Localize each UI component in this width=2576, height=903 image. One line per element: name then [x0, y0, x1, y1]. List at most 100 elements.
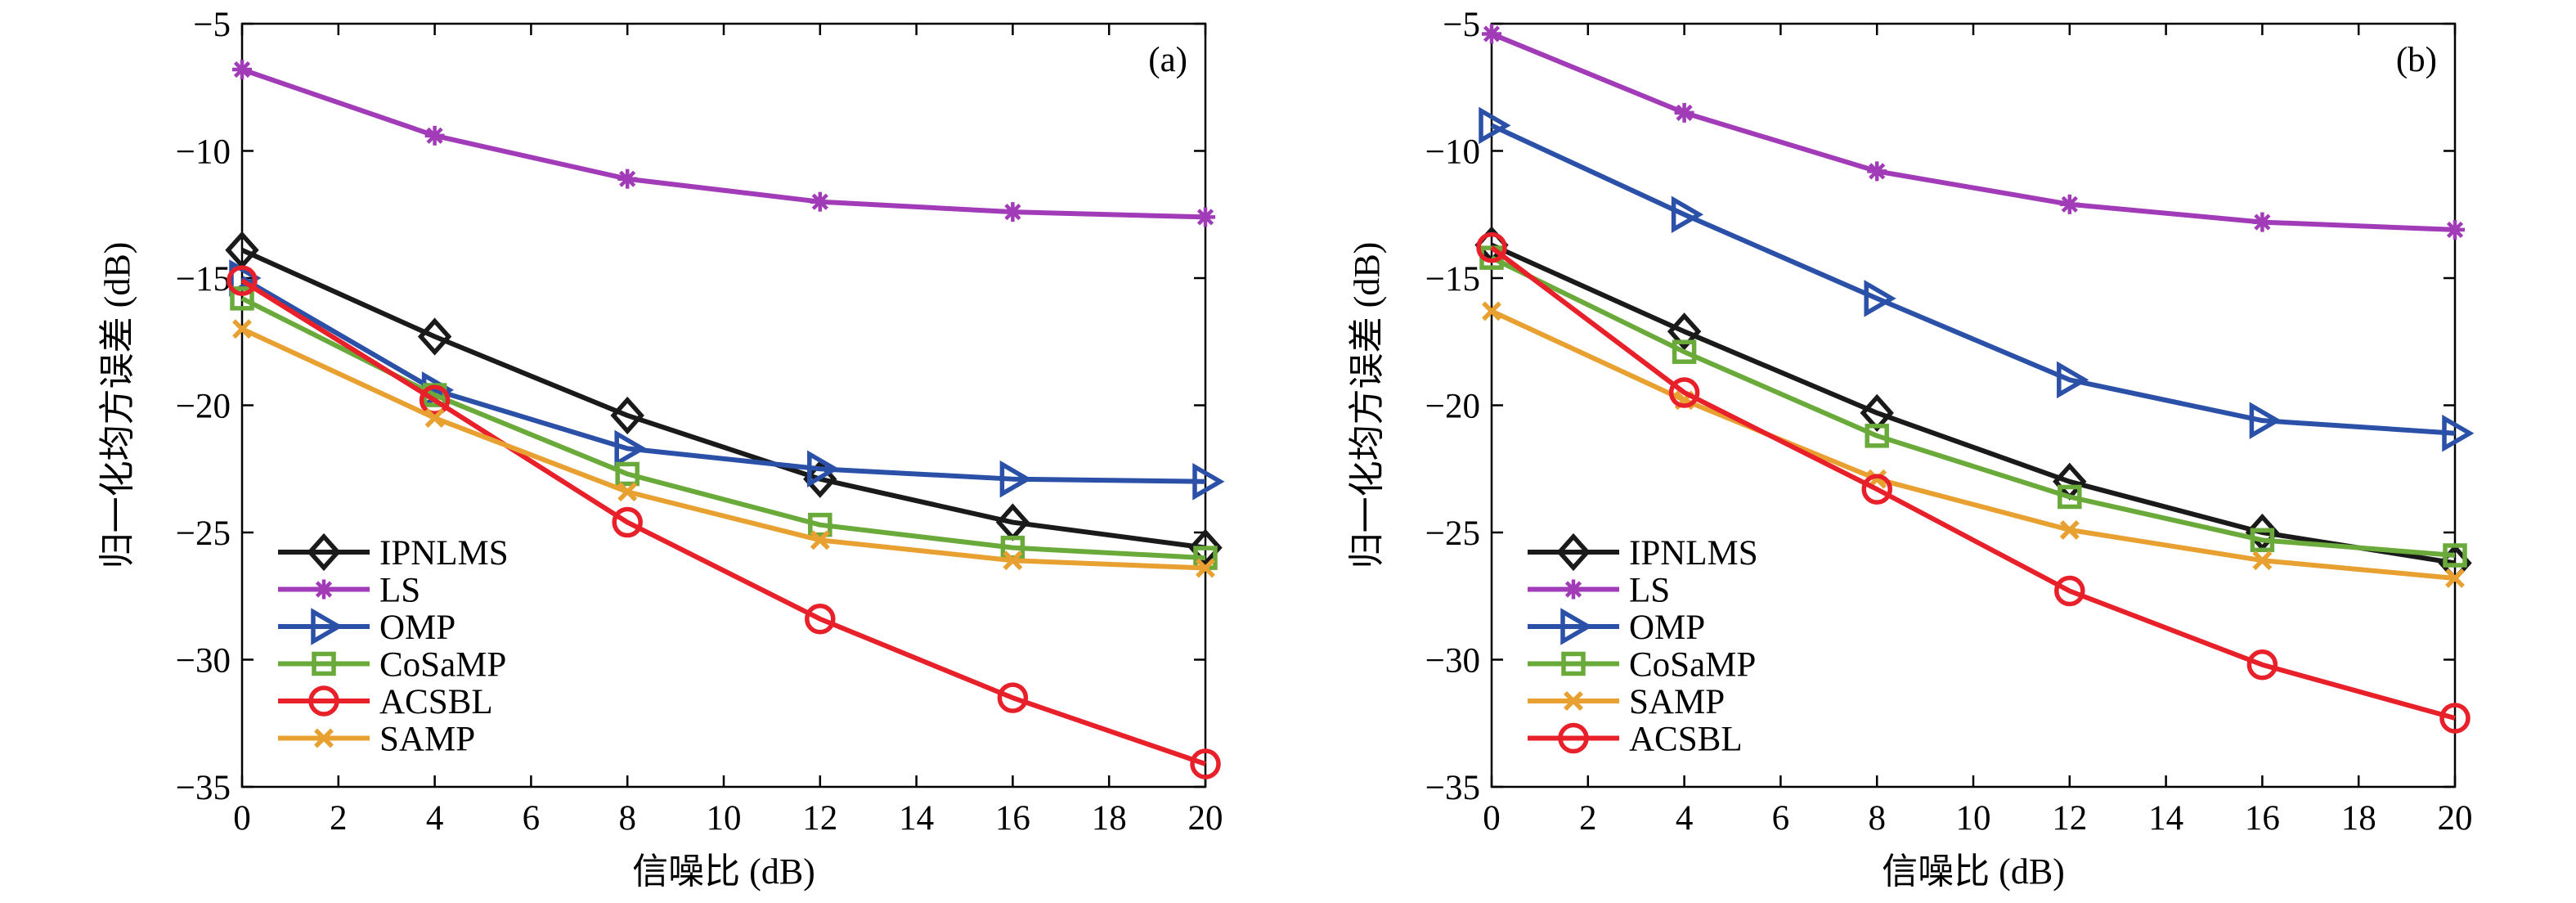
data-point	[1482, 301, 1501, 321]
x-tick-label: 2	[330, 799, 348, 838]
data-point	[810, 191, 830, 212]
x-tick-label: 8	[1868, 799, 1886, 838]
y-tick-label: −20	[176, 388, 231, 426]
x-tick-label: 2	[1579, 799, 1597, 838]
legend-swatch-marker	[1558, 722, 1589, 754]
data-point	[1861, 474, 1892, 505]
legend-item: CoSaMP	[278, 646, 506, 685]
x-tick-label: 4	[1676, 799, 1694, 838]
data-point	[997, 682, 1029, 713]
series-samp	[232, 319, 1215, 578]
x-axis-label: 信噪比 (dB)	[1882, 851, 2065, 892]
legend-label: ACSBL	[379, 683, 493, 721]
y-tick-label: −15	[176, 260, 231, 299]
data-point	[612, 506, 643, 538]
data-point	[617, 168, 638, 189]
series-line	[240, 278, 1206, 766]
legend-label: IPNLMS	[1629, 534, 1758, 573]
y-tick-label: −30	[176, 642, 231, 681]
data-point	[1864, 280, 1896, 317]
data-point	[807, 450, 840, 488]
x-tick-label: 0	[233, 799, 251, 838]
data-point	[1192, 463, 1225, 501]
data-point	[2252, 212, 2273, 232]
series-line	[240, 248, 1206, 550]
x-axis-label: 信噪比 (dB)	[632, 851, 815, 892]
legend-swatch-marker	[1564, 579, 1583, 600]
data-point	[2445, 568, 2465, 588]
y-tick-label: −10	[176, 133, 231, 172]
data-point	[2442, 414, 2475, 452]
series-line	[1490, 308, 2456, 581]
data-point	[2443, 543, 2467, 568]
series-line	[1490, 242, 2456, 566]
data-point	[1482, 24, 1501, 44]
y-tick-label: −15	[1425, 260, 1480, 299]
series-line	[240, 326, 1206, 571]
y-tick-label: −25	[176, 514, 231, 553]
x-tick-label: 14	[2148, 799, 2183, 838]
x-tick-label: 12	[2052, 799, 2087, 838]
legend-item: LS	[278, 572, 420, 610]
data-point	[999, 460, 1032, 498]
data-point	[1865, 424, 1889, 448]
series-line	[241, 67, 1206, 220]
data-point	[2439, 703, 2471, 734]
series-line	[240, 276, 1206, 484]
legend-label: IPNLMS	[379, 534, 509, 573]
panel-label: (a)	[1148, 41, 1187, 79]
data-point	[1003, 202, 1023, 222]
legend-item: SAMP	[1528, 683, 1725, 721]
data-point	[1188, 528, 1223, 567]
series-line	[1490, 245, 2456, 721]
legend-label: CoSaMP	[379, 646, 506, 685]
data-point	[1196, 558, 1215, 578]
data-point	[1479, 106, 1511, 145]
series-cosamp	[1479, 245, 2467, 568]
legend-label: LS	[1629, 572, 1670, 610]
x-tick-label: 18	[1092, 799, 1127, 838]
legend-label: SAMP	[379, 721, 475, 759]
data-point	[2059, 519, 2080, 540]
series-ls	[1482, 24, 2465, 240]
legend-item: ACSBL	[1528, 721, 1743, 759]
x-tick-label: 18	[2341, 799, 2376, 838]
legend-item: CoSaMP	[1528, 646, 1756, 685]
data-point	[810, 530, 830, 550]
data-point	[424, 125, 445, 146]
x-tick-label: 20	[1188, 799, 1223, 838]
data-point	[417, 317, 452, 356]
x-tick-label: 16	[2245, 799, 2280, 838]
series-line	[1490, 31, 2456, 232]
y-axis-label: 归一化均方误差 (dB)	[1347, 242, 1387, 569]
legend-swatch-marker	[311, 608, 343, 645]
data-point	[232, 59, 252, 79]
data-point	[805, 603, 836, 635]
data-point	[1867, 161, 1887, 182]
legend-label: OMP	[1629, 609, 1705, 647]
x-tick-label: 8	[618, 799, 636, 838]
x-tick-label: 0	[1483, 799, 1501, 838]
y-tick-label: −5	[193, 6, 231, 44]
legend-swatch-marker	[1564, 691, 1583, 711]
legend-item: LS	[1528, 572, 1670, 610]
series-cosamp	[230, 286, 1218, 570]
series-omp	[229, 259, 1225, 501]
data-point	[2445, 219, 2465, 240]
data-point	[1190, 748, 1221, 779]
series-ipnlms	[1474, 226, 2472, 582]
legend-item: ACSBL	[278, 683, 493, 721]
legend-label: SAMP	[1629, 683, 1725, 721]
data-point	[2059, 194, 2080, 214]
x-tick-label: 4	[426, 799, 444, 838]
data-point	[2249, 402, 2282, 439]
x-tick-label: 14	[899, 799, 934, 838]
data-point	[2057, 361, 2089, 399]
data-point	[1668, 377, 1700, 408]
legend-item: IPNLMS	[1528, 532, 1758, 573]
data-point	[2058, 484, 2082, 510]
x-tick-label: 20	[2438, 799, 2473, 838]
